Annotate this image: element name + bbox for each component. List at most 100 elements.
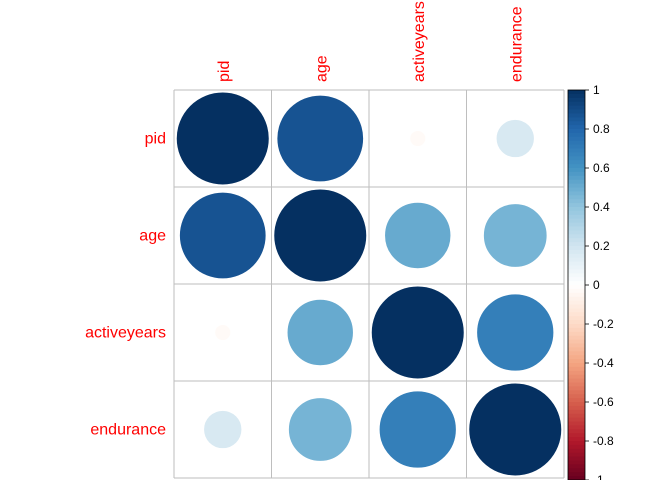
colorbar-segment (568, 164, 585, 169)
colorbar-segment (568, 382, 585, 387)
row-labels: pid age activeyears endurance (85, 131, 166, 439)
colorbar-segment (568, 347, 585, 352)
colorbar-segment (568, 191, 585, 196)
colorbar-segment (568, 230, 585, 235)
colorbar-segment (568, 327, 585, 333)
correlation-cells (173, 89, 565, 479)
corr-circle-age-pid (178, 191, 267, 280)
colorbar-segment (568, 386, 585, 391)
colorbar-tick-label: 0 (593, 278, 600, 292)
colorbar-segment (568, 464, 585, 469)
colorbar-segment (568, 125, 585, 130)
corr-circle-activeyears-age (286, 298, 354, 367)
colorbar-segment (568, 363, 585, 368)
corr-circle-activeyears-endurance (476, 293, 555, 372)
colorbar-segment (568, 320, 585, 325)
colorbar-segment (568, 351, 585, 356)
colorbar-segment (568, 421, 585, 426)
colorbar-segment (568, 468, 585, 473)
colorbar-segment (568, 355, 585, 360)
colorbar-segment (568, 413, 585, 419)
colorbar-segment (568, 105, 585, 111)
corr-circle-pid-pid (175, 91, 270, 186)
colorbar-segment (568, 300, 585, 306)
colorbar-segment (568, 456, 585, 462)
row-label-age: age (139, 228, 166, 245)
colorbar-segment (568, 429, 585, 434)
colorbar-segment (568, 140, 585, 146)
colorbar-segment (568, 316, 585, 321)
colorbar-segment (568, 109, 585, 114)
colorbar-segment (568, 246, 585, 251)
colorbar-segment (568, 148, 585, 153)
colorbar-segment (568, 129, 585, 134)
colorbar-segment (568, 203, 585, 208)
colorbar-segment (568, 121, 585, 126)
colorbar-segment (568, 374, 585, 380)
colorbar-segment (568, 312, 585, 317)
colorbar-segment (568, 249, 585, 255)
colorbar-tick-label: 0.6 (593, 161, 610, 175)
corr-circle-pid-endurance (495, 118, 535, 159)
colorbar-segment (568, 359, 585, 364)
corr-circle-endurance-pid (203, 409, 243, 450)
column-label-pid: pid (216, 61, 233, 82)
colorbar-segment (568, 370, 585, 376)
colorbar-tick-label: -0.8 (593, 434, 614, 448)
colorbar-segment (568, 398, 585, 403)
colorbar-segment (568, 187, 585, 192)
corr-circle-endurance-age (287, 397, 353, 462)
colorbar-segment (568, 156, 585, 161)
colorbar-tick-label: 0.4 (593, 200, 610, 214)
colorbar-segment (568, 93, 585, 99)
column-label-age: age (313, 55, 330, 82)
colorbar-segment (568, 433, 585, 438)
colorbar-segment (568, 425, 585, 430)
colorbar-segment (568, 97, 585, 103)
row-label-pid: pid (145, 131, 166, 148)
colorbar: 1 0.8 0.6 0.4 0.2 0 -0.2 -0.4 -0.6 -0.8 -1 (567, 83, 614, 480)
colorbar-segment (568, 214, 585, 220)
colorbar-segment (568, 242, 585, 247)
colorbar-segment (568, 390, 585, 395)
corr-circle-age-activeyears (384, 201, 452, 270)
colorbar-segment (568, 218, 585, 224)
colorbar-tick-label: 0.8 (593, 122, 610, 136)
colorbar-segment (568, 452, 585, 458)
colorbar-segment (568, 207, 585, 212)
colorbar-segment (568, 265, 585, 270)
colorbar-segment (568, 335, 585, 341)
colorbar-segment (568, 183, 585, 189)
colorbar-segment (568, 476, 585, 480)
corr-circle-age-age (273, 188, 368, 283)
colorbar-segment (568, 331, 585, 337)
colorbar-tick-label: -0.4 (593, 356, 614, 370)
colorbar-segment (568, 448, 585, 454)
colorbar-segment (568, 136, 585, 142)
colorbar-segment (568, 402, 585, 407)
colorbar-segment (568, 308, 585, 313)
colorbar-tick-label: 1 (593, 83, 600, 97)
colorbar-segment (568, 394, 585, 399)
colorbar-segment (568, 405, 585, 411)
row-label-activeyears: activeyears (85, 325, 166, 342)
colorbar-segment (568, 261, 585, 267)
colorbar-segment (568, 441, 585, 446)
colorbar-segment (568, 343, 585, 348)
colorbar-segment (568, 152, 585, 157)
corr-circle-activeyears-activeyears (370, 285, 465, 380)
colorbar-segment (568, 210, 585, 216)
colorbar-segment (568, 144, 585, 150)
colorbar-segment (568, 409, 585, 415)
corr-circle-pid-activeyears (409, 129, 427, 148)
colorbar-segment (568, 460, 585, 465)
colorbar-segment (568, 285, 585, 290)
column-label-endurance: endurance (508, 6, 525, 82)
colorbar-segment (568, 171, 585, 177)
colorbar-segment (568, 132, 585, 138)
colorbar-segment (568, 195, 585, 200)
colorbar-segment (568, 366, 585, 372)
colorbar-segment (568, 324, 585, 329)
corr-circle-endurance-activeyears (378, 390, 457, 469)
corr-circle-pid-age (276, 94, 365, 183)
